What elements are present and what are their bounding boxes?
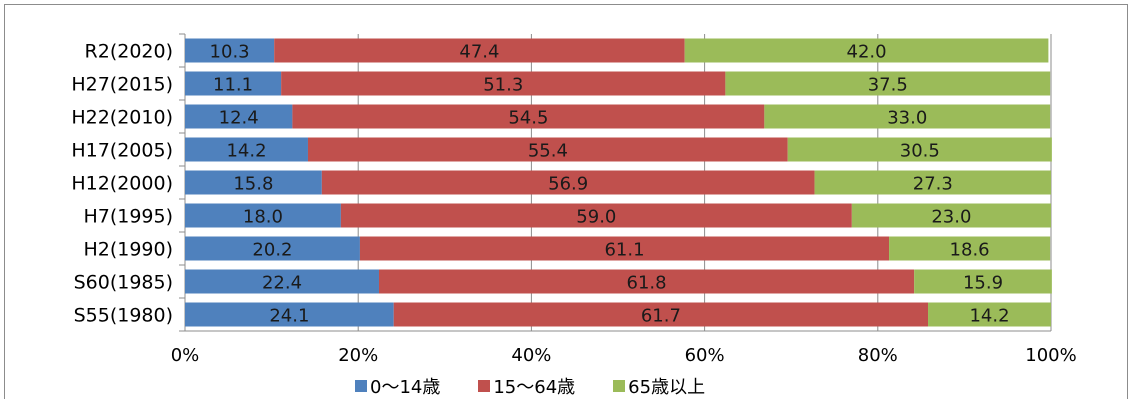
bar-segment-15-64: [321, 170, 815, 195]
data-label-15-64: 56.9: [548, 174, 588, 195]
legend-label-65-plus: 65歳以上: [628, 377, 706, 398]
data-label-65-plus: 18.6: [950, 240, 990, 261]
category-label: H17(2005): [71, 140, 173, 162]
data-label-0-14: 22.4: [262, 273, 302, 294]
data-label-0-14: 24.1: [269, 306, 309, 327]
bar-segment-15-64: [307, 137, 788, 162]
legend-item-0-14: 0〜14歳: [355, 373, 440, 399]
legend-label-0-14: 0〜14歳: [370, 377, 441, 398]
bar-segment-0-14: [185, 104, 293, 129]
data-label-15-64: 61.7: [641, 306, 681, 327]
category-label: H27(2015): [71, 74, 173, 96]
bar-segment-0-14: [185, 170, 322, 195]
bar-segment-0-14: [185, 38, 275, 63]
legend-swatch-65-plus: [613, 380, 626, 392]
legend-label-15-64: 15〜64歳: [493, 377, 576, 398]
legend: 0〜14歳 15〜64歳 65歳以上: [355, 374, 705, 398]
data-label-15-64: 55.4: [528, 141, 568, 162]
chart-frame: [4, 4, 1128, 399]
data-label-65-plus: 30.5: [900, 141, 940, 162]
bar-segment-0-14: [185, 236, 360, 261]
category-label: H12(2000): [71, 173, 173, 195]
bar-segment-0-14: [185, 302, 394, 327]
x-tick-label: 60%: [685, 345, 725, 366]
legend-swatch-0-14: [355, 380, 367, 392]
legend-swatch-15-64: [478, 380, 491, 392]
x-tick-label: 80%: [858, 345, 898, 366]
category-label: H2(1990): [83, 239, 173, 261]
data-label-15-64: 61.1: [604, 240, 644, 261]
bar-segment-65-plus: [764, 104, 1051, 129]
data-label-0-14: 14.2: [226, 141, 266, 162]
data-label-15-64: 59.0: [576, 207, 616, 228]
data-label-65-plus: 33.0: [887, 108, 927, 129]
data-label-0-14: 11.1: [213, 75, 253, 96]
category-label: H7(1995): [83, 206, 173, 228]
bar-segment-0-14: [185, 137, 308, 162]
bar-segment-65-plus: [814, 170, 1051, 195]
category-label: R2(2020): [85, 41, 173, 63]
category-label: S55(1980): [74, 305, 173, 327]
bar-segment-65-plus: [725, 71, 1051, 96]
bar-segment-15-64: [274, 38, 685, 63]
bar-segment-0-14: [185, 71, 282, 96]
data-label-65-plus: 15.9: [963, 273, 1003, 294]
data-label-65-plus: 14.2: [969, 306, 1009, 327]
x-tick-label: 20%: [338, 345, 378, 366]
data-label-65-plus: 37.5: [868, 75, 908, 96]
bar-segment-15-64: [340, 203, 852, 228]
bar-segment-15-64: [393, 302, 929, 327]
category-label: S60(1985): [74, 272, 173, 294]
x-tick-label: 100%: [1025, 345, 1076, 366]
x-tick-label: 40%: [511, 345, 551, 366]
data-label-65-plus: 23.0: [931, 207, 971, 228]
legend-item-15-64: 15〜64歳: [478, 373, 575, 399]
data-label-15-64: 47.4: [459, 42, 499, 63]
bar-segment-65-plus: [851, 203, 1051, 228]
legend-item-65-plus: 65歳以上: [613, 373, 705, 399]
x-tick-label: 0%: [171, 345, 200, 366]
data-label-0-14: 20.2: [252, 240, 292, 261]
data-label-15-64: 54.5: [508, 108, 548, 129]
bar-segment-0-14: [185, 269, 379, 294]
bar-segment-0-14: [185, 203, 341, 228]
data-label-0-14: 10.3: [210, 42, 250, 63]
category-label: H22(2010): [71, 107, 173, 129]
bar-segment-65-plus: [889, 236, 1051, 261]
data-label-65-plus: 27.3: [913, 174, 953, 195]
data-label-0-14: 18.0: [243, 207, 283, 228]
bar-segment-65-plus: [684, 38, 1049, 63]
bar-segment-15-64: [292, 104, 765, 129]
data-label-0-14: 12.4: [219, 108, 259, 129]
bar-segment-65-plus: [787, 137, 1052, 162]
bar-segment-15-64: [281, 71, 726, 96]
data-label-0-14: 15.8: [233, 174, 273, 195]
bar-segment-15-64: [359, 236, 890, 261]
bar-segment-65-plus: [928, 302, 1051, 327]
data-label-65-plus: 42.0: [847, 42, 887, 63]
data-label-15-64: 61.8: [627, 273, 667, 294]
bar-segment-15-64: [378, 269, 915, 294]
data-label-15-64: 51.3: [483, 75, 523, 96]
bar-segment-65-plus: [914, 269, 1052, 294]
